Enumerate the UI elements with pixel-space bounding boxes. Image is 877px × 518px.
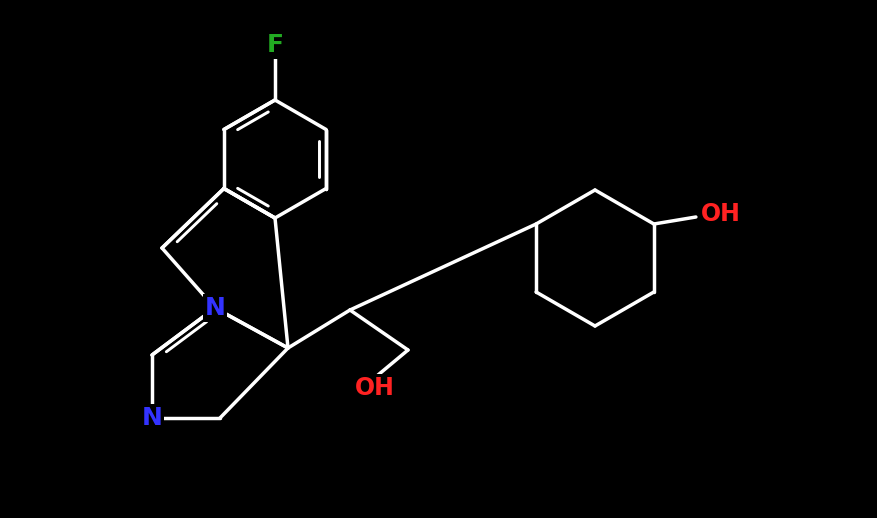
Text: N: N <box>204 296 225 320</box>
Text: F: F <box>267 33 283 57</box>
Text: OH: OH <box>700 202 740 226</box>
Text: N: N <box>141 406 162 430</box>
Text: OH: OH <box>354 376 395 400</box>
